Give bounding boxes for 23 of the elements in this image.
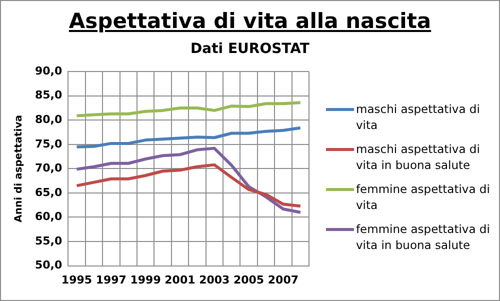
y-tick-label: 55,0 bbox=[35, 234, 62, 248]
y-tick-label: 70,0 bbox=[35, 162, 62, 175]
y-tick-label: 60,0 bbox=[35, 210, 62, 224]
chart-title: Aspettativa di vita alla nascita bbox=[68, 9, 432, 33]
legend-label: maschi aspettativa di vita in buona salute bbox=[356, 141, 481, 173]
x-tick-label: 2007 bbox=[268, 273, 299, 286]
x-tick-label: 2005 bbox=[233, 273, 264, 286]
chart-subtitle: Dati EUROSTAT bbox=[190, 41, 310, 57]
y-tick-label: 50,0 bbox=[35, 258, 62, 272]
legend-label: maschi aspettativa di vita bbox=[356, 101, 481, 133]
y-axis-title: Anni di aspettativa bbox=[14, 115, 25, 222]
x-tick-label: 2001 bbox=[164, 273, 196, 286]
x-tick-label: 1999 bbox=[130, 273, 161, 286]
y-tick-label: 85,0 bbox=[35, 88, 62, 102]
legend-label: femmine aspettativa di vita in buona salute bbox=[356, 221, 491, 253]
x-tick-label: 2003 bbox=[199, 273, 230, 286]
legend-label: femmine aspettativa di vita bbox=[356, 181, 491, 213]
y-tick-label: 65,0 bbox=[35, 186, 62, 199]
x-tick-label: 1997 bbox=[96, 273, 126, 286]
x-tick-label: 1995 bbox=[61, 273, 92, 286]
y-tick-label: 90,0 bbox=[35, 64, 62, 78]
y-tick-label: 75,0 bbox=[35, 137, 62, 150]
y-tick-label: 80,0 bbox=[35, 113, 62, 126]
